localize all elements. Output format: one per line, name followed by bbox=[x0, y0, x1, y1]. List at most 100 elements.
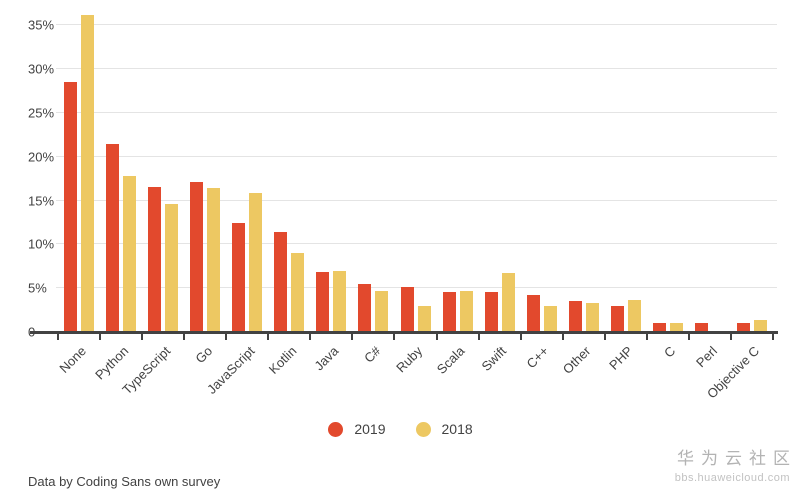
category-slot-go: Go bbox=[184, 12, 226, 366]
x-tick bbox=[141, 333, 144, 340]
x-category-label: Perl bbox=[692, 343, 720, 371]
x-tick bbox=[477, 333, 480, 340]
category-slot-c: C bbox=[647, 12, 689, 361]
x-tick bbox=[99, 333, 102, 340]
bar-2019-C++ bbox=[526, 295, 540, 332]
category-slot-kotlin: Kotlin bbox=[266, 12, 310, 377]
x-tick bbox=[687, 333, 690, 340]
x-category-label: Python bbox=[91, 343, 131, 383]
x-category-label: C++ bbox=[523, 343, 552, 372]
y-tick-label: 20% bbox=[28, 149, 55, 165]
bar-2018-C bbox=[669, 323, 683, 332]
x-tick bbox=[435, 333, 438, 340]
bar-2018-Scala bbox=[459, 290, 473, 332]
legend-dot-2019 bbox=[328, 421, 344, 437]
x-tick bbox=[772, 333, 774, 340]
bar-2018-C++ bbox=[543, 305, 557, 332]
y-tick-label: 30% bbox=[28, 61, 55, 77]
bar-2019-Kotlin bbox=[274, 232, 288, 332]
x-tick bbox=[267, 333, 270, 340]
x-category-label: Scala bbox=[433, 343, 468, 377]
bar-2018-Python bbox=[123, 175, 137, 332]
bar-2019-JavaScript bbox=[232, 223, 246, 332]
bar-2018-Other bbox=[585, 303, 599, 332]
gridline-20% bbox=[56, 155, 777, 157]
watermark-url: bbs.huaweicloud.com bbox=[674, 472, 790, 484]
x-category-label: Kotlin bbox=[265, 343, 300, 377]
x-category-label: Swift bbox=[479, 343, 510, 374]
bar-2018-Objective C bbox=[754, 319, 768, 332]
y-tick-label: 25% bbox=[28, 105, 55, 121]
bar-2018-C# bbox=[375, 290, 389, 332]
x-tick bbox=[57, 333, 59, 340]
y-tick-label: 35% bbox=[28, 17, 55, 33]
gridline-30% bbox=[56, 68, 777, 69]
x-tick bbox=[561, 333, 564, 340]
bar-2019-Scala bbox=[442, 291, 456, 332]
bar-2019-PHP bbox=[610, 305, 624, 332]
bar-2018-Ruby bbox=[417, 305, 431, 332]
gridline-25% bbox=[56, 111, 777, 113]
bar-2019-TypeScript bbox=[148, 187, 162, 332]
x-axis-line bbox=[30, 331, 778, 334]
y-tick-label: 10% bbox=[28, 236, 55, 252]
bar-2018-JavaScript bbox=[249, 193, 263, 332]
x-tick bbox=[183, 333, 186, 340]
x-category-label: C bbox=[660, 343, 678, 361]
x-category-label: Go bbox=[192, 343, 216, 367]
bar-2018-TypeScript bbox=[165, 204, 179, 332]
plot-area: 05%10%15%20%25%30%35% NonePythonTypeScri… bbox=[28, 12, 778, 401]
category-slot-python: Python bbox=[92, 12, 142, 383]
gridline-35% bbox=[56, 24, 777, 26]
bar-2019-None bbox=[64, 82, 78, 332]
x-tick bbox=[351, 333, 354, 340]
x-category-label: Java bbox=[311, 343, 342, 374]
gridline-10% bbox=[56, 243, 777, 245]
x-category-label: PHP bbox=[606, 343, 636, 373]
category-slot-other: Other bbox=[560, 12, 605, 377]
x-tick bbox=[309, 333, 312, 340]
bar-2019-C# bbox=[358, 283, 372, 332]
x-tick bbox=[729, 333, 732, 340]
bar-2018-Kotlin bbox=[291, 253, 305, 332]
bar-2019-Go bbox=[190, 182, 204, 332]
category-slot-perl: Perl bbox=[689, 12, 731, 370]
bar-2018-None bbox=[81, 14, 95, 332]
category-slot-objective-c: Objective C bbox=[704, 12, 773, 401]
bar-2019-Ruby bbox=[400, 287, 414, 332]
bar-2019-Java bbox=[316, 272, 330, 332]
legend-label: 2018 bbox=[441, 421, 473, 437]
x-tick bbox=[603, 333, 606, 340]
x-tick bbox=[519, 333, 522, 340]
category-slot-scala: Scala bbox=[434, 12, 479, 377]
bar-2019-C bbox=[652, 323, 666, 332]
bar-2019-Other bbox=[568, 301, 582, 332]
category-slot-swift: Swift bbox=[479, 12, 521, 374]
legend-item-2018[interactable]: 2018 bbox=[415, 421, 473, 437]
category-slot-typescript: TypeScript bbox=[119, 12, 184, 397]
category-slot-none: None bbox=[56, 12, 100, 376]
category-slot-java: Java bbox=[310, 12, 352, 373]
watermark: 华为云社区 bbs.huaweicloud.com bbox=[675, 444, 790, 484]
x-tick bbox=[225, 333, 228, 340]
x-tick bbox=[645, 333, 648, 340]
legend-label: 2019 bbox=[354, 421, 386, 437]
y-tick-label: 15% bbox=[28, 193, 55, 208]
x-category-label: Other bbox=[560, 343, 594, 377]
category-slot-javascript: JavaScript bbox=[204, 12, 268, 397]
bar-2019-Perl bbox=[694, 323, 708, 332]
bar-2018-PHP bbox=[627, 299, 641, 332]
bar-2018-Swift bbox=[501, 273, 515, 332]
x-category-label: Ruby bbox=[393, 343, 426, 376]
x-tick bbox=[393, 333, 396, 340]
gridline-5% bbox=[56, 287, 777, 289]
bars-layer: None Python TypeScript Go JavaScript Kotlin Ja… bbox=[56, 12, 773, 401]
x-category-label: None bbox=[56, 343, 89, 376]
x-category-label: C# bbox=[361, 343, 384, 366]
legend: 2019 2018 bbox=[0, 421, 801, 437]
x-axis-ticks bbox=[57, 333, 774, 341]
legend-dot-2018 bbox=[415, 421, 431, 437]
bar-2019-Python bbox=[106, 144, 120, 332]
bar-2018-Go bbox=[207, 188, 221, 332]
legend-item-2019[interactable]: 2019 bbox=[328, 421, 386, 437]
